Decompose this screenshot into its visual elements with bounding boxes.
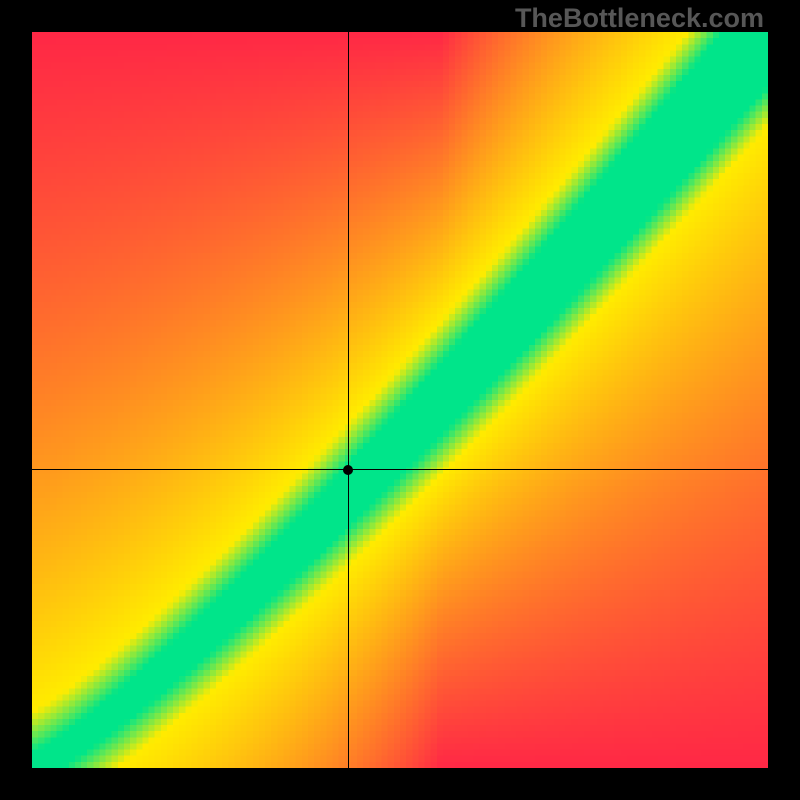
chart-container: { "canvas": { "width": 800, "height": 80…: [0, 0, 800, 800]
crosshair-vertical: [348, 32, 349, 768]
selection-marker[interactable]: [343, 465, 353, 475]
bottleneck-heatmap: [32, 32, 768, 768]
crosshair-horizontal: [32, 469, 768, 470]
watermark-text: TheBottleneck.com: [515, 3, 764, 34]
